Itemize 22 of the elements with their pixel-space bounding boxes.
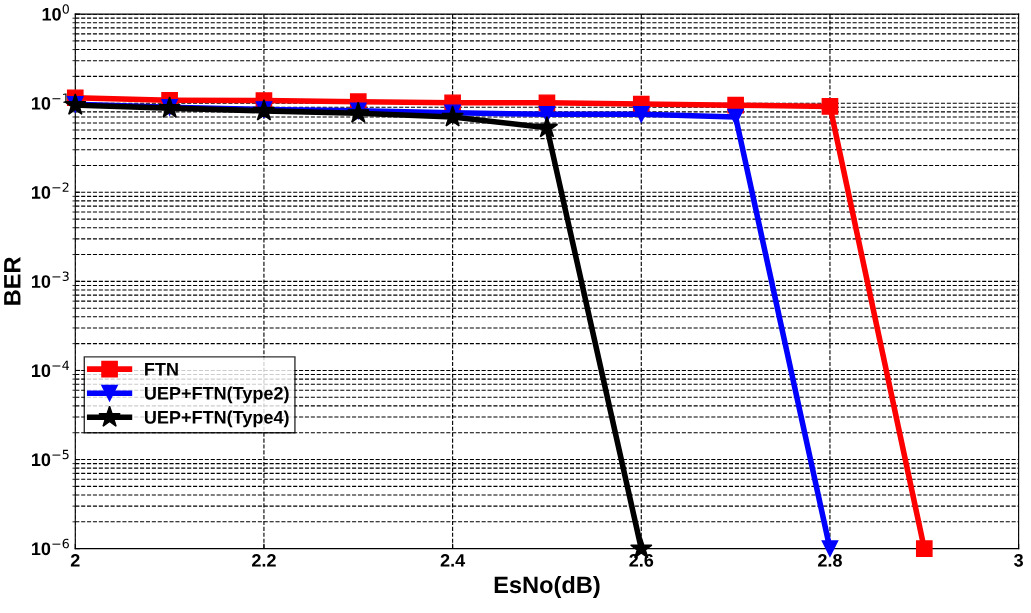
y-tick-label: 10$^{−6}$ [32,538,69,556]
y-tick-label: 10$^{0}$ [42,4,69,21]
legend-label: UEP+FTN(Type2) [144,386,289,404]
x-axis-title: EsNo(dB) [494,575,600,598]
x-tick-label: 3 [1014,553,1023,567]
y-tick-label: 10$^{−5}$ [32,449,69,467]
legend-label: UEP+FTN(Type4) [144,410,289,428]
y-axis-title: BER [4,256,21,305]
point [915,540,933,557]
y-tick-label: 10$^{−2}$ [32,182,69,199]
x-tick-label: 2.8 [818,553,842,567]
y-tick-label: 10$^{−4}$ [32,360,70,378]
x-tick-label: 2.4 [440,553,466,567]
x-tick-label: 2 [70,553,80,567]
y-tick-label: 10$^{−3}$ [32,271,69,288]
point [727,108,744,126]
point [821,98,839,115]
x-tick-label: 2.2 [252,553,276,567]
point [632,105,650,123]
legend-label: FTN [145,363,178,376]
point [441,105,464,127]
point [535,115,559,138]
